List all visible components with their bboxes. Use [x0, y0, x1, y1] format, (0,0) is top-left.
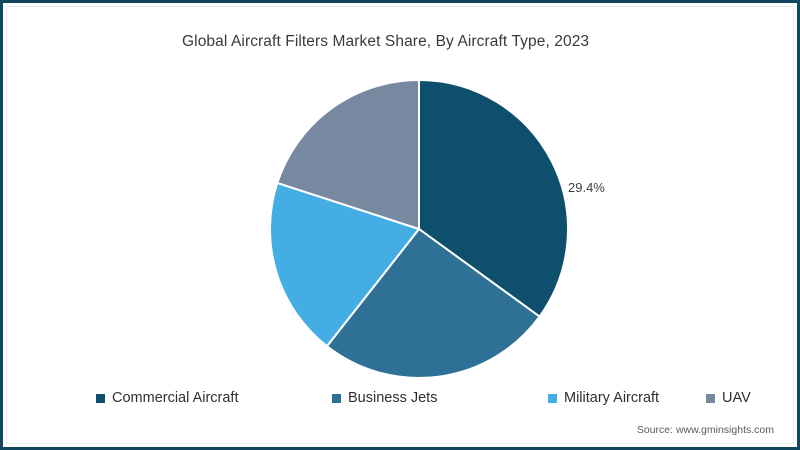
pie-slice[interactable]	[269, 181, 421, 348]
source-attribution: Source: www.gminsights.com	[636, 424, 774, 436]
pie-slice[interactable]	[325, 227, 541, 379]
pie-slice[interactable]	[276, 78, 420, 231]
legend-color-swatch	[96, 393, 105, 403]
legend-item[interactable]: Military Aircraft	[548, 390, 659, 406]
slice-percentage-label: 29.4%	[568, 180, 605, 195]
legend-item-label: Military Aircraft	[564, 390, 660, 406]
legend-item[interactable]: Business Jets	[332, 390, 437, 406]
legend-item-label: UAV	[722, 390, 751, 406]
legend-item[interactable]: UAV	[706, 390, 751, 406]
pie-slice[interactable]	[418, 78, 569, 318]
legend-color-swatch	[706, 393, 715, 403]
chart-title: Global Aircraft Filters Market Share, By…	[182, 33, 590, 50]
chart-legend: Commercial Aircraft Business Jets Military…	[0, 386, 800, 410]
legend-color-swatch	[548, 393, 557, 403]
legend-item-label: Commercial Aircraft	[112, 390, 239, 406]
legend-item-label: Business Jets	[348, 390, 438, 406]
legend-item[interactable]: Commercial Aircraft	[96, 390, 239, 406]
legend-color-swatch	[332, 393, 341, 403]
